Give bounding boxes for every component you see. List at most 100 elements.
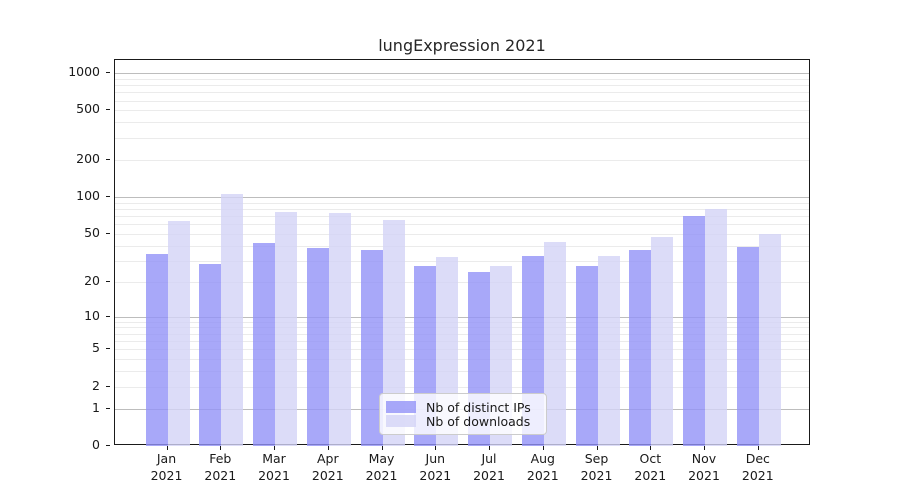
- y-tick-label: 500: [76, 101, 100, 117]
- bar-distinct-ips: [145, 254, 168, 446]
- y-tick-label: 10: [84, 307, 100, 323]
- y-gridline-minor: [115, 359, 809, 361]
- y-gridline-minor: [115, 202, 809, 204]
- x-tick-mark: [596, 446, 598, 450]
- y-tick-mark: [106, 348, 110, 350]
- bar-distinct-ips: [629, 249, 652, 446]
- y-tick-label: 2: [92, 377, 100, 393]
- x-tick-label: Feb 2021: [204, 451, 237, 483]
- legend-label-downloads: Nb of downloads: [426, 413, 531, 429]
- legend-entry-distinct-ips: Nb of distinct IPs: [386, 399, 538, 415]
- y-gridline-minor: [115, 224, 809, 226]
- y-tick-mark: [106, 158, 110, 160]
- y-gridline-minor: [115, 260, 809, 262]
- x-tick-mark: [166, 446, 168, 450]
- y-gridline-minor: [115, 159, 809, 161]
- x-tick-mark: [542, 446, 544, 450]
- legend-swatch-distinct-ips: [386, 401, 416, 413]
- y-gridline-minor: [115, 208, 809, 210]
- y-gridline-minor: [115, 371, 809, 373]
- x-tick-mark: [704, 446, 705, 450]
- legend-label-distinct-ips: Nb of distinct IPs: [426, 399, 531, 415]
- y-gridline-minor: [115, 321, 809, 323]
- y-tick-label: 1000: [68, 64, 100, 79]
- y-tick-mark: [106, 280, 110, 282]
- legend-entry-downloads: Nb of downloads: [386, 413, 538, 429]
- y-tick-label: 200: [76, 150, 100, 166]
- x-tick-mark: [757, 446, 759, 450]
- bar-distinct-ips: [575, 266, 598, 446]
- x-tick-mark: [327, 446, 329, 450]
- bar-downloads: [221, 194, 244, 446]
- y-gridline-minor: [115, 85, 809, 87]
- bar-downloads: [651, 237, 674, 446]
- bar-distinct-ips: [360, 249, 383, 446]
- bar-downloads: [382, 219, 405, 446]
- y-tick-mark: [106, 109, 110, 111]
- x-tick-label: Mar 2021: [258, 451, 290, 483]
- y-gridline-minor: [115, 349, 809, 351]
- y-tick-mark: [106, 445, 110, 446]
- bar-downloads: [167, 220, 190, 446]
- x-tick-label: Nov 2021: [688, 451, 720, 483]
- y-gridline-major: [115, 196, 809, 198]
- y-gridline-minor: [115, 386, 809, 388]
- y-tick-label: 1: [92, 399, 100, 415]
- x-tick-mark: [220, 446, 222, 450]
- x-tick-label: Aug 2021: [526, 451, 559, 483]
- y-gridline-minor: [115, 233, 809, 235]
- y-tick-label: 0: [92, 437, 100, 452]
- y-tick-mark: [106, 315, 110, 317]
- y-gridline-minor: [115, 110, 809, 112]
- bar-downloads: [597, 255, 620, 446]
- y-gridline-minor: [115, 122, 809, 124]
- y-tick-mark: [106, 72, 110, 73]
- y-gridline-minor: [115, 341, 809, 342]
- y-tick-mark: [106, 385, 110, 387]
- bar-downloads: [543, 241, 566, 446]
- y-tick-label: 50: [84, 224, 100, 240]
- x-tick-mark: [650, 446, 652, 450]
- x-tick-mark: [435, 446, 437, 450]
- bar-distinct-ips: [306, 248, 329, 446]
- bar-distinct-ips: [736, 246, 759, 446]
- x-tick-label: Apr 2021: [311, 451, 344, 483]
- y-tick-label: 20: [84, 272, 100, 288]
- bar-downloads: [275, 211, 297, 446]
- y-tick-label: 5: [92, 340, 100, 356]
- x-tick-mark: [381, 446, 383, 450]
- legend-swatch-downloads: [386, 415, 416, 427]
- chart-title: lungExpression 2021: [378, 36, 546, 55]
- y-tick-mark: [106, 232, 110, 234]
- bar-distinct-ips: [199, 264, 222, 446]
- x-tick-label: Jun 2021: [419, 451, 452, 483]
- x-tick-label: Sep 2021: [580, 451, 613, 483]
- y-gridline-major: [115, 316, 809, 318]
- legend: Nb of distinct IPs Nb of downloads: [379, 393, 547, 435]
- y-gridline-major: [115, 73, 809, 74]
- bar-distinct-ips: [683, 215, 705, 446]
- y-gridline-minor: [115, 327, 809, 329]
- y-gridline-minor: [115, 137, 809, 139]
- y-gridline-minor: [115, 281, 809, 283]
- y-tick-mark: [106, 407, 110, 409]
- bar-downloads: [328, 212, 351, 446]
- y-gridline-minor: [115, 215, 809, 217]
- x-tick-label: Dec 2021: [741, 451, 774, 483]
- y-gridline-minor: [115, 100, 809, 102]
- y-gridline-minor: [115, 333, 809, 335]
- bar-downloads: [705, 208, 727, 446]
- y-tick-mark: [106, 195, 110, 197]
- bar-downloads: [758, 233, 781, 446]
- x-tick-label: Oct 2021: [634, 451, 667, 483]
- x-tick-label: Jul 2021: [473, 451, 505, 483]
- x-tick-mark: [274, 446, 275, 450]
- y-gridline-minor: [115, 92, 809, 94]
- bar-distinct-ips: [253, 243, 275, 446]
- x-tick-label: Jan 2021: [150, 451, 183, 483]
- y-gridline-minor: [115, 78, 809, 80]
- y-gridline-minor: [115, 245, 809, 247]
- y-tick-label: 100: [76, 187, 100, 203]
- plot-area: Nb of distinct IPs Nb of downloads: [114, 59, 810, 446]
